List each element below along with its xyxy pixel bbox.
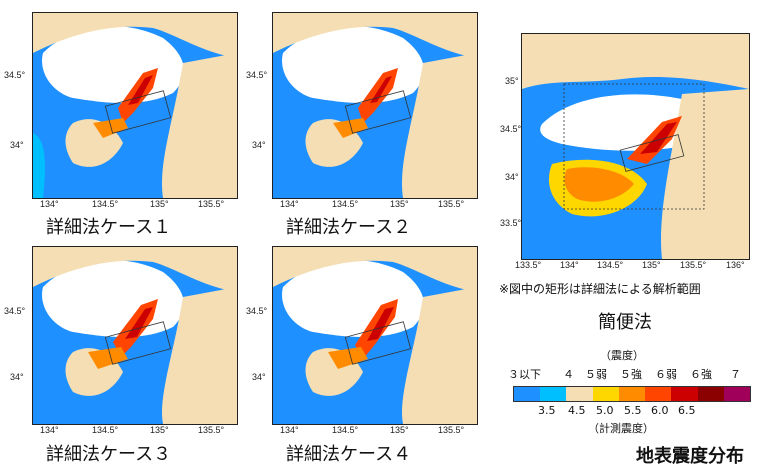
legend-class-2: ５弱 [585, 368, 607, 381]
legend-class-0: ３以下 [508, 368, 541, 381]
xtick-case2-2: 135° [390, 199, 409, 209]
xtick-case1-1: 134.5° [92, 199, 119, 209]
map-case1-graphic [33, 13, 237, 198]
xtick-simple-5: 136° [726, 260, 745, 270]
legend-value-5: 6.5 [678, 404, 696, 417]
ytick-case2-1: 34° [252, 140, 266, 150]
caption-case2: 詳細法ケース２ [286, 217, 412, 238]
legend-value-2: 5.0 [596, 404, 614, 417]
map-case3 [32, 246, 238, 425]
legend-title: （震度） [600, 349, 644, 362]
xtick-case3-2: 135° [150, 425, 169, 435]
legend-swatch-7 [697, 387, 724, 401]
legend-swatch-1 [540, 387, 567, 401]
legend-swatch-6 [671, 387, 698, 401]
xtick-simple-1: 134° [560, 260, 579, 270]
xtick-case2-1: 134.5° [332, 199, 359, 209]
caption-case3: 詳細法ケース３ [46, 444, 172, 465]
ytick-case4-0: 34.5° [246, 306, 268, 316]
map-case1 [32, 12, 238, 199]
xtick-case3-0: 134° [40, 425, 59, 435]
legend-class-3: ５強 [620, 368, 642, 381]
xtick-simple-0: 133.5° [515, 260, 542, 270]
xtick-case1-0: 134° [40, 199, 59, 209]
caption-simple: 簡便法 [598, 312, 652, 333]
xtick-case2-0: 134° [280, 199, 299, 209]
caption-case4: 詳細法ケース４ [286, 444, 412, 465]
ytick-case4-1: 34° [252, 372, 266, 382]
ytick-simple-2: 34° [505, 172, 519, 182]
ytick-case2-0: 34.5° [246, 70, 268, 80]
xtick-case1-3: 135.5° [198, 199, 225, 209]
legend-value-4: 6.0 [651, 404, 669, 417]
xtick-case2-3: 135.5° [438, 199, 465, 209]
ytick-case1-1: 34° [10, 140, 24, 150]
analysis-range-note: ※図中の矩形は詳細法による解析範囲 [499, 282, 701, 296]
legend-class-6: ７ [730, 368, 741, 381]
map-simple [521, 33, 750, 260]
legend-value-1: 4.5 [568, 404, 586, 417]
legend-value-3: 5.5 [624, 404, 642, 417]
legend-swatch-8 [723, 387, 750, 401]
ytick-simple-3: 33.5° [500, 218, 522, 228]
xtick-case4-2: 135° [390, 425, 409, 435]
ytick-simple-1: 34.5° [500, 124, 522, 134]
ytick-case1-0: 34.5° [4, 70, 26, 80]
map-case4 [272, 246, 478, 425]
map-case3-graphic [33, 247, 237, 424]
legend-swatch-0 [514, 387, 541, 401]
xtick-simple-4: 135.5° [680, 260, 707, 270]
xtick-simple-2: 134.5° [597, 260, 624, 270]
map-simple-graphic [522, 34, 749, 259]
xtick-case3-1: 134.5° [92, 425, 119, 435]
figure-title: 地表震度分布 [636, 446, 744, 467]
legend-subtitle: （計測震度） [588, 422, 654, 435]
legend-swatch-2 [566, 387, 593, 401]
caption-case1: 詳細法ケース１ [46, 217, 172, 238]
legend-color-bar [513, 386, 751, 402]
xtick-case4-3: 135.5° [438, 425, 465, 435]
xtick-simple-3: 135° [642, 260, 661, 270]
legend-class-4: ６弱 [655, 368, 677, 381]
xtick-case4-0: 134° [280, 425, 299, 435]
map-case4-graphic [273, 247, 477, 424]
xtick-case3-3: 135.5° [198, 425, 225, 435]
legend-swatch-5 [645, 387, 672, 401]
legend-class-5: ６強 [690, 368, 712, 381]
xtick-case1-2: 135° [150, 199, 169, 209]
ytick-case3-0: 34.5° [4, 306, 26, 316]
legend-value-0: 3.5 [538, 404, 556, 417]
map-case2-graphic [273, 13, 477, 198]
legend-swatch-3 [592, 387, 619, 401]
ytick-case3-1: 34° [10, 372, 24, 382]
xtick-case4-1: 134.5° [332, 425, 359, 435]
map-case2 [272, 12, 478, 199]
legend-class-1: ４ [563, 368, 574, 381]
ytick-simple-0: 35° [505, 76, 519, 86]
legend-swatch-4 [618, 387, 646, 401]
